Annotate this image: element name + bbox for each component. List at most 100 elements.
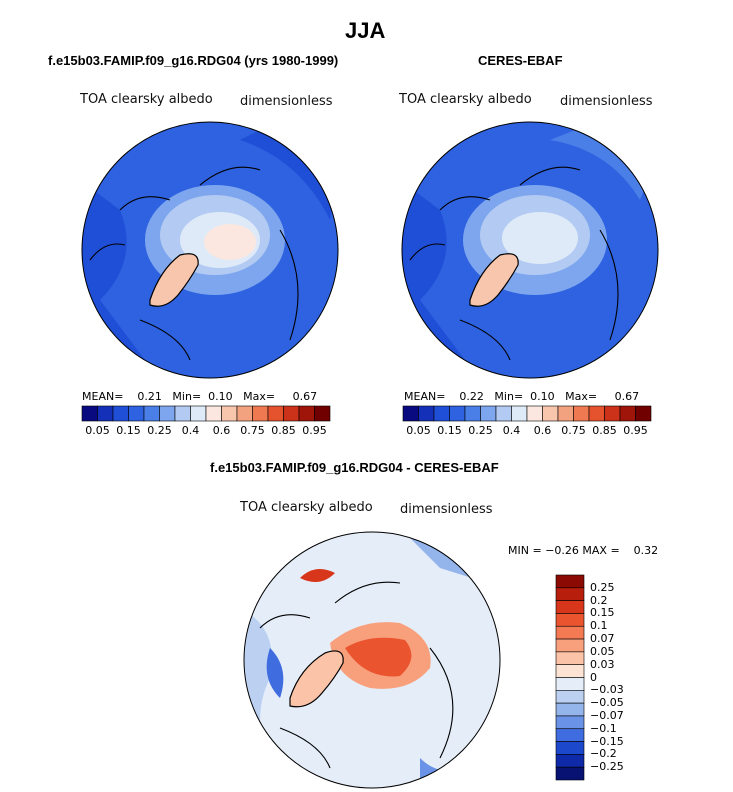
panel3-colorbar-tick-label: 0.15	[590, 606, 615, 620]
panel1-colorbar-ticks: 0.05 0.15 0.25 0.4 0.6 0.75 0.85 0.95	[82, 424, 330, 438]
panel1-colorbar-tick-label: 0.85	[271, 424, 296, 437]
panel2-stats: MEAN= 0.22 Min= 0.10 Max= 0.67	[404, 390, 639, 403]
panel3-colorbar-swatch	[555, 690, 585, 704]
panel2-polar-map	[401, 121, 659, 379]
panel2-colorbar-swatch	[542, 405, 559, 422]
panel3-colorbar-tick-label: 0.1	[590, 619, 608, 633]
panel3-colorbar-tick-label: 0.07	[590, 632, 615, 646]
panel2-colorbar-swatch	[464, 405, 481, 422]
panel1-colorbar-swatch	[174, 405, 191, 422]
panel2-colorbar-swatch	[511, 405, 528, 422]
panel2-max-value: 0.67	[614, 390, 640, 403]
panel1-colorbar-swatch	[128, 405, 145, 422]
panel3-colorbar-tick-label: −0.1	[590, 721, 617, 735]
panel3-colorbar-swatch	[555, 741, 585, 755]
panel3-positive-coastal-patch	[300, 569, 335, 582]
panel3-colorbar-tick-label: 0	[590, 670, 597, 684]
panel2-colorbar-tick-label: 0.15	[437, 424, 462, 437]
panel2-units-label: dimensionless	[560, 94, 653, 109]
panel2-colorbar-swatch	[433, 405, 450, 422]
panel1-colorbar-swatch	[143, 405, 160, 422]
panel3-colorbar-swatch	[555, 613, 585, 627]
panel1-colorbar-swatch	[236, 405, 253, 422]
panel2-colorbar-tick-label: 0.05	[406, 424, 431, 437]
panel2-colorbar-swatch	[495, 405, 512, 422]
panel1-colorbar-tick-label: 0.75	[240, 424, 265, 437]
panel3-colorbar-swatch	[555, 702, 585, 717]
panel1-central-arctic	[204, 224, 256, 260]
panel3-greenland	[289, 650, 344, 708]
panel2-central-arctic	[502, 212, 578, 264]
panel1-colorbar-swatch	[283, 405, 300, 422]
panel2-colorbar-swatch	[619, 405, 636, 422]
panel1-colorbar-swatch	[205, 405, 222, 422]
panel2-colorbar-tick-label: 0.85	[592, 424, 617, 437]
panel1-colorbar-swatch	[252, 405, 269, 422]
panel1-min-value: 0.10	[208, 390, 233, 403]
panel2-colorbar-swatch	[604, 405, 621, 422]
panel1-colorbar-tick-label: 0.4	[181, 424, 200, 437]
panel1-max-value: 0.67	[292, 390, 318, 403]
panel3-colorbar-tick-label: −0.03	[590, 683, 624, 697]
panel1-colorbar-swatch	[97, 405, 114, 422]
panel3-colorbar-ticks: 0.25 0.2 0.15 0.1 0.07 0.05 0.03 0 −0.03 −0.05 −0.…	[590, 575, 650, 780]
panel3-colorbar-swatch	[555, 600, 585, 614]
panel1-map-border	[81, 121, 339, 379]
panel1-colorbar-swatch	[190, 405, 207, 422]
panel1-units-label: dimensionless	[240, 94, 333, 109]
panel3-units-label: dimensionless	[400, 502, 493, 517]
panel3-colorbar-tick-label: −0.05	[590, 696, 624, 710]
panel3-max-label: MAX =	[582, 544, 620, 557]
panel2-colorbar-swatch	[480, 405, 497, 422]
panel1-colorbar-tick-label: 0.6	[212, 424, 231, 437]
panel3-colorbar-swatch	[555, 728, 585, 742]
panel1-polar-map	[81, 121, 339, 379]
panel2-min-label: Min=	[494, 390, 524, 403]
panel2-colorbar-swatch	[526, 405, 543, 422]
panel1-colorbar-swatch	[314, 405, 331, 422]
panel3-colorbar-swatch	[555, 677, 585, 691]
panel1-colorbar-swatch	[221, 405, 238, 422]
panel3-colorbar-tick-label: −0.2	[590, 747, 617, 761]
panel3-colorbar-swatch	[555, 754, 585, 768]
panel2-colorbar-swatch	[573, 405, 590, 422]
panel3-colorbar-tick-label: 0.05	[590, 644, 615, 658]
panel3-min-value: −0.26	[545, 544, 579, 557]
panel1-mean-value: 0.21	[137, 390, 162, 403]
panel1-stats: MEAN= 0.21 Min= 0.10 Max= 0.67	[82, 390, 317, 403]
panel3-colorbar-swatch	[555, 625, 585, 640]
panel2-colorbar-ticks: 0.05 0.15 0.25 0.4 0.6 0.75 0.85 0.95	[403, 424, 651, 438]
panel3-colorbar-tick-label: 0.2	[590, 593, 608, 607]
panel3-variable-label: TOA clearsky albedo	[240, 500, 373, 515]
panel2-mean-label: MEAN=	[404, 390, 446, 403]
panel3-colorbar-tick-label: −0.07	[590, 708, 624, 722]
panel2-colorbar	[402, 405, 652, 422]
panel3-polar-map	[243, 531, 501, 789]
panel3-coastlines	[259, 557, 486, 769]
panel3-colorbar-tick-label: 0.03	[590, 657, 615, 671]
panel1-colorbar-tick-label: 0.15	[116, 424, 141, 437]
panel3-colorbar-swatch	[555, 587, 585, 601]
panel1-colorbar-tick-label: 0.25	[147, 424, 172, 437]
panel3-max-value: 0.32	[633, 544, 659, 557]
panel2-min-value: 0.10	[530, 390, 555, 403]
panel2-max-label: Max=	[565, 390, 598, 403]
panel2-colorbar-tick-label: 0.6	[533, 424, 552, 437]
panel2-colorbar-swatch	[402, 405, 419, 422]
panel1-colorbar-swatch	[298, 405, 315, 422]
panel1-colorbar-swatch	[159, 405, 176, 422]
panel2-colorbar-tick-label: 0.4	[502, 424, 521, 437]
panel3-colorbar-swatch	[555, 638, 585, 653]
panel2-coastlines	[409, 166, 619, 361]
panel1-min-label: Min=	[172, 390, 202, 403]
panel1-mean-label: MEAN=	[82, 390, 124, 403]
panel3-stats: MIN = −0.26 MAX = 0.32	[508, 544, 658, 557]
panel2-colorbar-tick-label: 0.95	[623, 424, 648, 437]
panel1-max-label: Max=	[243, 390, 276, 403]
panel3-colorbar-tick-label: 0.25	[590, 580, 615, 594]
panel3-colorbar-swatch	[555, 715, 585, 730]
panel1-colorbar-swatch	[112, 405, 129, 422]
panel2-colorbar-swatch	[588, 405, 605, 422]
panel2-greenland	[469, 253, 519, 307]
panel2-mean-value: 0.22	[459, 390, 484, 403]
